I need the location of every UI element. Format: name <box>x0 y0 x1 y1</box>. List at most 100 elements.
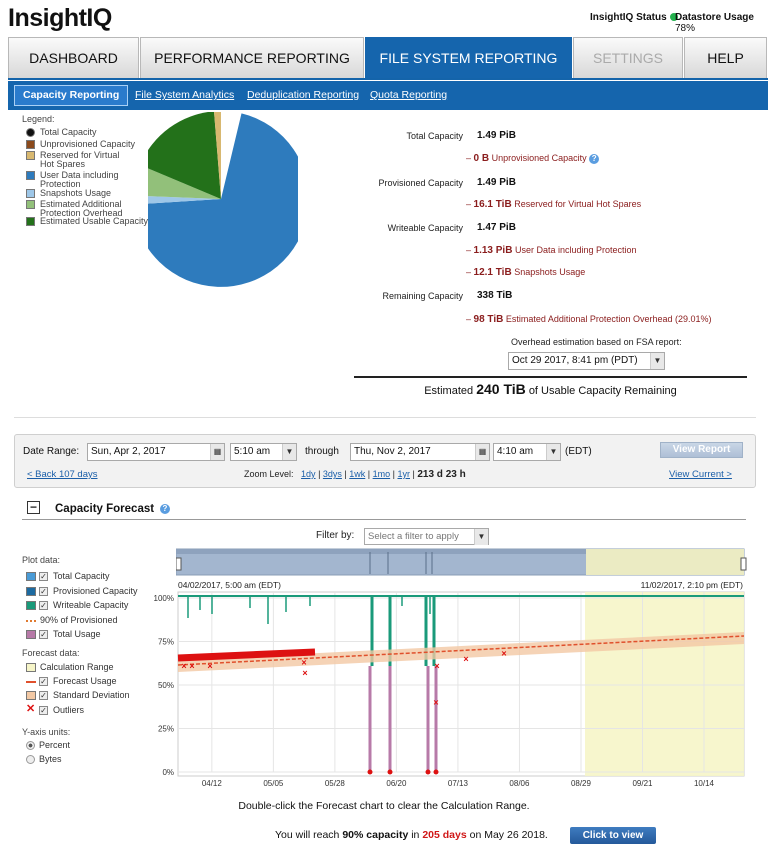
zoom-1dy[interactable]: 1dy <box>301 469 316 479</box>
view-current-link[interactable]: View Current > <box>669 469 732 480</box>
through-label: through <box>305 446 339 457</box>
plot-writeable-capacity[interactable]: ✓ Writeable Capacity <box>26 600 128 611</box>
tab-settings[interactable]: SETTINGS <box>573 37 683 78</box>
y-tick-label: 100% <box>154 594 174 603</box>
legend-usable-capacity: Estimated Usable Capacity <box>26 217 148 226</box>
zoom-1mo[interactable]: 1mo <box>372 469 391 479</box>
fsa-report-select[interactable]: Oct 29 2017, 8:41 pm (PDT) ▼ <box>508 352 665 370</box>
total-usage-drop <box>388 666 392 772</box>
subtab-quota-reporting[interactable]: Quota Reporting <box>370 89 448 101</box>
outlier-mark: × <box>189 661 194 671</box>
forecast-help-icon[interactable]: ? <box>160 504 170 514</box>
plot-total-capacity[interactable]: ✓ Total Capacity <box>26 571 110 582</box>
x-tick-label: 10/14 <box>694 779 715 788</box>
legend-snapshots: Snapshots Usage <box>26 189 136 198</box>
datastore-usage: Datastore Usage 78% <box>675 12 754 34</box>
writeable-capacity-label: Writeable Capacity <box>387 223 463 233</box>
calendar-icon[interactable]: ▦ <box>475 444 489 460</box>
outlier-mark: × <box>433 697 438 707</box>
pie-snapshots <box>148 196 221 204</box>
legend-user-data: User Data including Protection <box>26 171 136 189</box>
forecast-std-dev-toggle[interactable]: ✓ Standard Deviation <box>26 690 130 701</box>
status-ok-icon <box>669 13 678 22</box>
tab-help[interactable]: HELP <box>684 37 767 78</box>
tab-file-system-reporting[interactable]: FILE SYSTEM REPORTING <box>365 37 572 78</box>
zoom-1yr[interactable]: 1yr <box>397 469 410 479</box>
insightiq-status[interactable]: InsightIQ Status <box>590 12 682 23</box>
collapse-icon[interactable]: − <box>27 501 40 514</box>
forecast-title: Capacity Forecast <box>55 503 155 515</box>
legend-unprovisioned: Unprovisioned Capacity <box>26 140 136 149</box>
chevron-down-icon: ▼ <box>282 444 296 460</box>
total-usage-drop <box>434 666 438 772</box>
help-icon[interactable]: ? <box>589 153 600 164</box>
subtab-deduplication-reporting[interactable]: Deduplication Reporting <box>247 89 360 101</box>
x-tick-label: 05/28 <box>325 779 346 788</box>
plot-90-of-provisioned: 90% of Provisioned <box>26 615 118 626</box>
y-tick-label: 50% <box>158 681 174 690</box>
date-range-label: Date Range: <box>23 446 80 457</box>
section-divider <box>14 417 756 418</box>
yunit-bytes-radio[interactable]: Bytes <box>26 754 62 765</box>
total-capacity-label: Total Capacity <box>406 131 463 141</box>
time-navigator[interactable] <box>176 546 748 578</box>
forecast-calculation-range: Calculation Range <box>26 662 114 673</box>
outlier-point <box>387 769 393 775</box>
outlier-point <box>367 769 373 775</box>
navigator-left-handle <box>176 557 182 571</box>
navigator-start-label: 04/02/2017, 5:00 am (EDT) <box>178 580 282 590</box>
legend-reserved: Reserved for Virtual Hot Spares <box>26 151 136 169</box>
writeable-drop <box>388 596 392 666</box>
outlier-point <box>425 769 431 775</box>
status-label: InsightIQ Status <box>590 12 667 23</box>
outlier-point <box>433 769 439 775</box>
tab-performance-reporting[interactable]: PERFORMANCE REPORTING <box>140 37 364 78</box>
date-range-panel: Date Range: Sun, Apr 2, 2017 ▦ 5:10 am ▼ t… <box>14 434 756 488</box>
y-tick-label: 75% <box>158 638 174 647</box>
y-axis-units-label: Y-axis units: <box>22 727 71 737</box>
outlier-mark: × <box>501 649 506 659</box>
main-nav: DASHBOARD PERFORMANCE REPORTING FILE SYS… <box>8 37 768 80</box>
chart-hint: Double-click the Forecast chart to clear… <box>238 800 530 812</box>
chevron-down-icon: ▼ <box>650 353 664 369</box>
overhead-row: – 98 TiB Estimated Additional Protection… <box>466 314 712 325</box>
filter-select[interactable]: Select a filter to apply ▼ <box>364 528 489 545</box>
forecast-result: You will reach 90% capacity in 205 days … <box>275 829 548 841</box>
sub-nav: Capacity Reporting File System Analytics… <box>8 81 768 110</box>
writeable-drop <box>432 596 436 666</box>
start-time-select[interactable]: 5:10 am ▼ <box>230 443 297 461</box>
plot-provisioned-capacity[interactable]: ✓ Provisioned Capacity <box>26 586 138 597</box>
zoom-3dys[interactable]: 3dys <box>322 469 342 479</box>
subtab-capacity-reporting[interactable]: Capacity Reporting <box>14 85 129 106</box>
x-tick-label: 08/06 <box>509 779 530 788</box>
forecast-outliers-toggle[interactable]: ✕ ✓ Outliers <box>26 703 85 715</box>
pie-protection-overhead <box>148 168 221 199</box>
provisioned-capacity-label: Provisioned Capacity <box>378 178 463 188</box>
click-to-view-button[interactable]: Click to view <box>570 827 656 844</box>
forecast-chart[interactable]: 100% 75% 50% 25% 0% 04/12 05/05 05/28 06/20 07/1… <box>140 588 748 793</box>
zoom-current: 213 d 23 h <box>417 469 466 480</box>
total-usage-line <box>177 648 316 662</box>
legend-protection-overhead: Estimated Additional Protection Overhead <box>26 200 136 218</box>
yunit-percent-radio[interactable]: Percent <box>26 740 70 751</box>
back-107-days-link[interactable]: < Back 107 days <box>27 469 98 480</box>
zoom-1wk[interactable]: 1wk <box>349 469 366 479</box>
provisioned-capacity-value: 1.49 PiB <box>477 177 516 188</box>
pie-user-data <box>148 113 298 287</box>
plot-total-usage[interactable]: ✓ Total Usage <box>26 629 101 640</box>
tab-dashboard[interactable]: DASHBOARD <box>8 37 139 78</box>
user-data-row: – 1.13 PiB User Data including Protectio… <box>466 245 637 256</box>
end-time-select[interactable]: 4:10 am ▼ <box>493 443 561 461</box>
view-report-button[interactable]: View Report <box>660 442 743 458</box>
start-date-input[interactable]: Sun, Apr 2, 2017 ▦ <box>87 443 225 461</box>
end-date-input[interactable]: Thu, Nov 2, 2017 ▦ <box>350 443 490 461</box>
subtab-file-system-analytics[interactable]: File System Analytics <box>135 89 235 101</box>
navigator-end-label: 11/02/2017, 2:10 pm (EDT) <box>640 580 743 590</box>
x-tick-label: 07/13 <box>448 779 469 788</box>
forecast-usage-toggle[interactable]: ✓ Forecast Usage <box>26 676 117 687</box>
calendar-icon[interactable]: ▦ <box>210 444 224 460</box>
writeable-capacity-value: 1.47 PiB <box>477 222 516 233</box>
x-tick-label: 08/29 <box>571 779 592 788</box>
filter-label: Filter by: <box>316 530 355 541</box>
total-usage-drop <box>368 666 372 772</box>
